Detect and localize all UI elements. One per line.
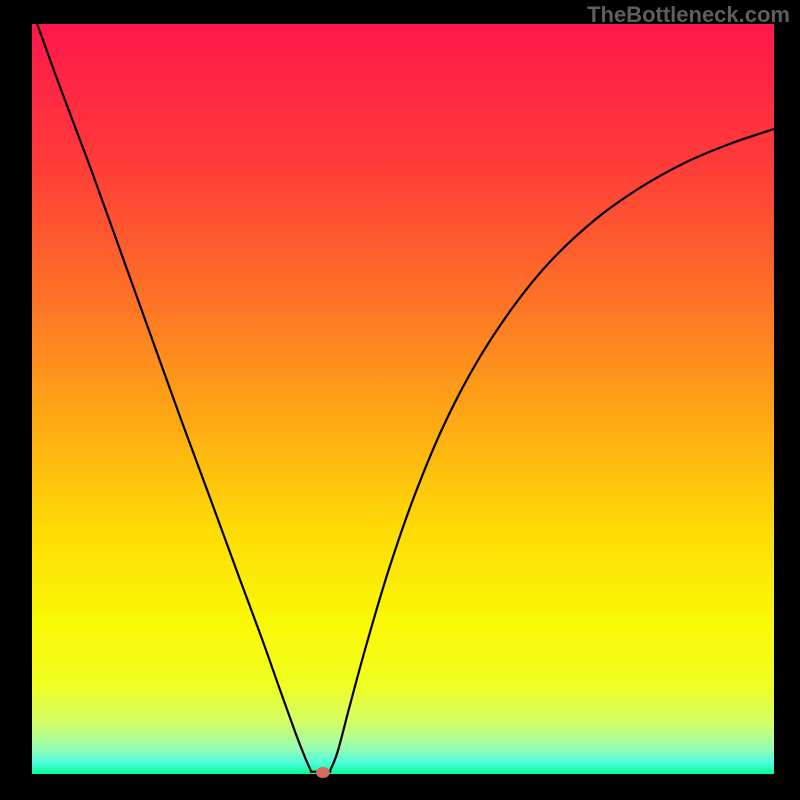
- watermark-text: TheBottleneck.com: [587, 2, 790, 28]
- bottleneck-plot: [0, 0, 800, 800]
- minimum-marker: [316, 767, 330, 778]
- plot-background: [32, 24, 774, 774]
- chart-container: TheBottleneck.com: [0, 0, 800, 800]
